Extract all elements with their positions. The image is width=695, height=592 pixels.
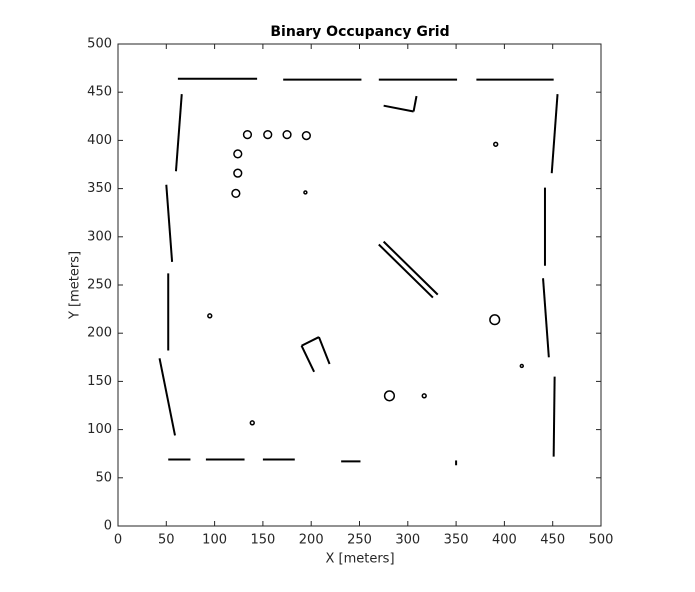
y-tick-label: 50 [95, 470, 112, 485]
obstacle [233, 168, 243, 178]
obstacle [231, 188, 241, 199]
wall [165, 184, 174, 262]
x-tick-label: 350 [444, 533, 469, 548]
x-tick-label: 500 [589, 533, 614, 548]
y-tick-label: 350 [87, 181, 112, 196]
x-tick-label: 250 [347, 533, 372, 548]
x-tick-label: 450 [540, 533, 565, 548]
wall [378, 243, 434, 299]
obstacle [263, 130, 273, 140]
obstacle [421, 393, 427, 399]
y-tick-label: 450 [87, 85, 112, 100]
y-axis-label: Y [meters] [68, 251, 83, 320]
chart-title: Binary Occupancy Grid [270, 24, 449, 40]
obstacle [493, 141, 499, 147]
obstacle [301, 130, 311, 141]
wall [300, 345, 315, 373]
y-tick-label: 200 [87, 326, 112, 341]
obstacle [233, 149, 243, 159]
obstacle [282, 130, 292, 140]
wall [542, 278, 550, 358]
obstacle [519, 363, 524, 369]
wall [383, 104, 414, 113]
axes-box [117, 43, 602, 527]
x-tick-label: 0 [114, 533, 122, 548]
x-axis-label: X [meters] [325, 552, 394, 567]
wall [301, 336, 320, 347]
wall [382, 240, 439, 296]
obstacle [242, 130, 253, 140]
x-tick-label: 200 [299, 533, 324, 548]
obstacle [303, 190, 308, 195]
y-tick-label: 400 [87, 133, 112, 148]
y-tick-label: 500 [87, 37, 112, 52]
wall [174, 94, 183, 172]
wall [412, 95, 418, 112]
wall [550, 94, 559, 174]
y-tick-label: 0 [104, 519, 112, 534]
obstacle [383, 390, 396, 402]
obstacle [207, 313, 213, 319]
wall [552, 376, 556, 457]
y-tick-label: 150 [87, 374, 112, 389]
obstacle [489, 314, 501, 326]
wall [317, 336, 331, 365]
x-tick-label: 300 [395, 533, 420, 548]
x-tick-label: 150 [250, 533, 275, 548]
x-tick-label: 100 [202, 533, 227, 548]
wall [158, 358, 176, 436]
x-tick-label: 400 [492, 533, 517, 548]
y-tick-label: 300 [87, 229, 112, 244]
x-tick-label: 50 [158, 533, 175, 548]
obstacle [249, 420, 255, 426]
y-tick-label: 250 [87, 278, 112, 293]
y-tick-label: 100 [87, 422, 112, 437]
